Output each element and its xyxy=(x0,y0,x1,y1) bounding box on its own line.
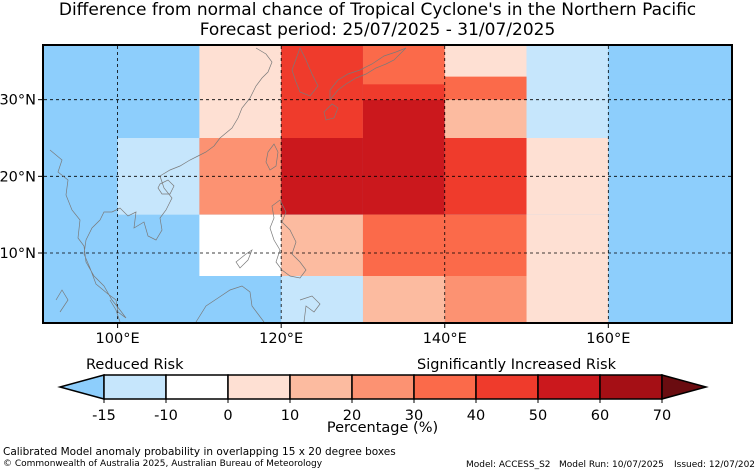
footer-model-run: Model Run: 10/07/2025 xyxy=(559,460,664,470)
colorbar-low-extension xyxy=(57,374,105,400)
anomaly-cell xyxy=(444,276,527,322)
map-layer xyxy=(44,46,731,322)
colorbar-segment xyxy=(289,374,353,400)
colorbar-tick-label: 10 xyxy=(281,408,299,424)
colorbar-tick-label: 20 xyxy=(343,408,361,424)
footer-description: Calibrated Model anomaly probability in … xyxy=(3,446,396,458)
footer-model: Model: ACCESS_S2 xyxy=(466,460,551,470)
coastline-korea xyxy=(291,47,319,97)
anomaly-cell xyxy=(362,84,445,100)
colorbar-tick-label: 0 xyxy=(223,408,232,424)
footer-copyright: © Commonwealth of Australia 2025, Austra… xyxy=(3,459,323,469)
anomaly-cell xyxy=(199,46,282,138)
coastline-taiwan xyxy=(265,143,279,171)
coastline-burma xyxy=(55,289,69,313)
colorbar-segment xyxy=(103,374,167,400)
coastline-borneo xyxy=(195,285,265,323)
colorbar-segment xyxy=(599,374,663,400)
colorbar-tick-label: -15 xyxy=(92,408,116,424)
anomaly-cell xyxy=(281,276,363,322)
footer-issued: Issued: 12/07/2025 xyxy=(674,460,755,470)
increased-risk-label: Significantly Increased Risk xyxy=(417,357,616,373)
lon-tick-label: 140°E xyxy=(423,331,467,347)
colorbar-xlabel: Percentage (%) xyxy=(326,420,439,436)
anomaly-cell xyxy=(362,214,445,276)
anomaly-cell xyxy=(444,46,527,77)
coastline-asia xyxy=(49,47,273,319)
colorbar-tick-label: 50 xyxy=(529,408,547,424)
coastline-philippines xyxy=(269,199,307,279)
lat-tick-label: 20°N xyxy=(0,169,36,185)
lon-tick-label: 160°E xyxy=(586,331,630,347)
colorbar-segment xyxy=(351,374,415,400)
colorbar-tick-label: 70 xyxy=(653,408,671,424)
colorbar-segment xyxy=(165,374,229,400)
coastline-malaya xyxy=(109,299,121,323)
map-frame xyxy=(42,44,733,324)
coastline-sulawesi xyxy=(299,295,321,323)
graticule xyxy=(44,46,731,322)
lon-tick-label: 120°E xyxy=(259,331,303,347)
coastline-kyushu xyxy=(323,103,339,121)
colorbar-tick-label: 40 xyxy=(467,408,485,424)
anomaly-cell xyxy=(444,214,527,276)
coastline-hainan xyxy=(157,179,175,195)
anomaly-cell xyxy=(199,214,282,276)
anomaly-cell xyxy=(526,46,609,100)
lon-tick-label: 100°E xyxy=(96,331,140,347)
colorbar-tick-label: -10 xyxy=(154,408,178,424)
forecast-period: Forecast period: 25/07/2025 - 31/07/2025 xyxy=(199,20,556,40)
lat-tick-label: 30°N xyxy=(0,93,36,109)
colorbar-high-extension xyxy=(661,374,709,400)
colorbar-segment xyxy=(537,374,601,400)
anomaly-cell xyxy=(526,214,609,322)
lat-tick-label: 10°N xyxy=(0,246,36,262)
anomaly-cell xyxy=(281,214,363,276)
coastlines xyxy=(49,47,407,323)
colorbar: -15 -10 0 10 20 30 40 50 60 70 xyxy=(57,374,709,424)
coastline-palawan xyxy=(235,249,253,269)
colorbar-tick-label: 60 xyxy=(591,408,609,424)
colorbar-segment xyxy=(475,374,539,400)
anomaly-cell xyxy=(444,76,527,100)
map-title: Difference from normal chance of Tropica… xyxy=(58,0,697,20)
reduced-risk-label: Reduced Risk xyxy=(86,357,184,373)
colorbar-tick-label: 30 xyxy=(405,408,423,424)
axis-ticks: 100°E 120°E 140°E 160°E 10°N 20°N 30°N xyxy=(0,93,630,347)
anomaly-cell xyxy=(608,46,731,85)
coastline-japan xyxy=(329,47,407,101)
colorbar-segment xyxy=(413,374,477,400)
anomaly-cell xyxy=(362,276,445,322)
anomaly-cell xyxy=(281,46,363,138)
colorbar-segment xyxy=(227,374,291,400)
